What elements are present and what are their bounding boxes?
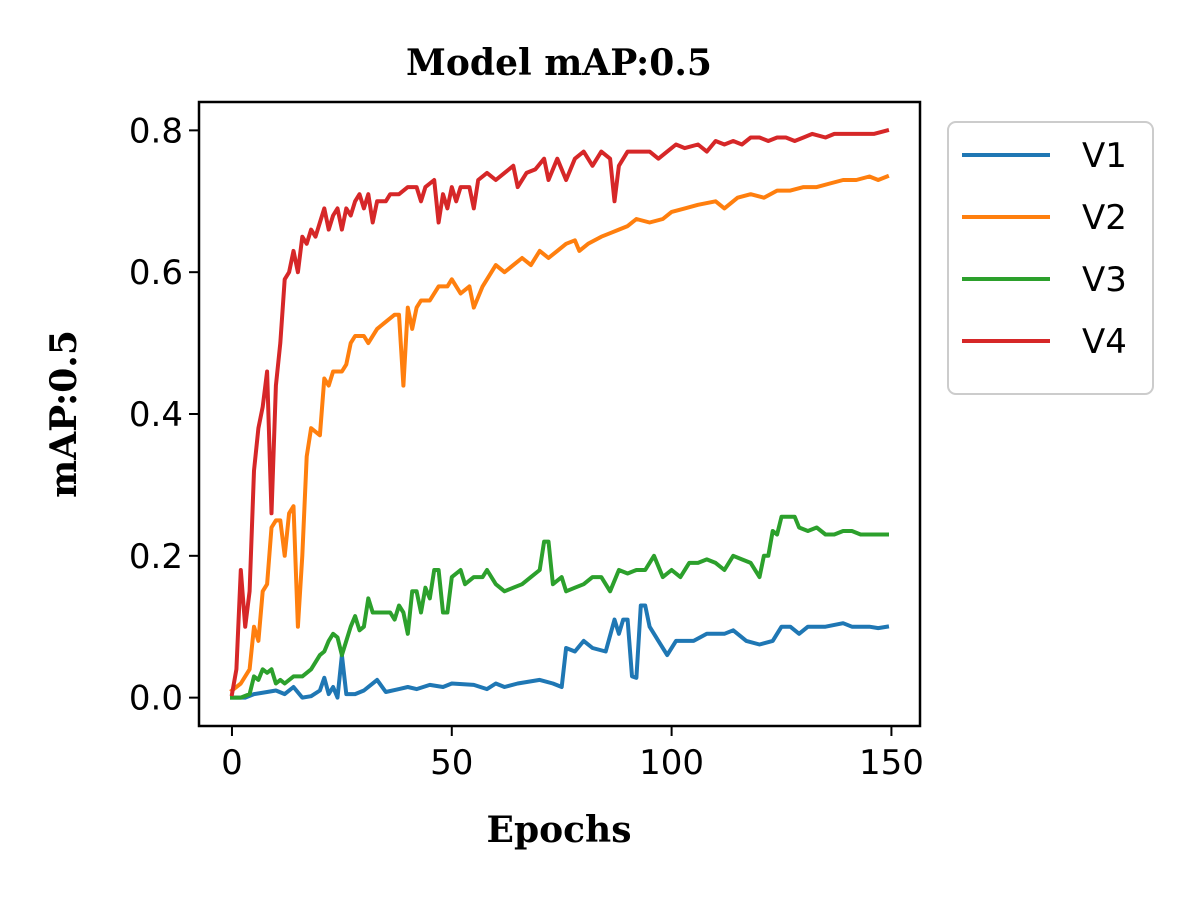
plot-frame — [197, 100, 922, 728]
tick-layer: 0 50 100 150 0.0 0.2 0.4 0.6 0.8 — [129, 111, 924, 783]
series-line-v3 — [230, 514, 889, 700]
y-tick-label: 0.6 — [129, 253, 183, 293]
series-layer — [229, 127, 890, 700]
y-tick-label: 0.8 — [129, 111, 183, 151]
x-tick-label: 50 — [430, 743, 473, 783]
chart-title: Model mAP:0.5 — [406, 42, 712, 84]
series-line-v4 — [229, 127, 890, 697]
series-line-v2 — [229, 173, 890, 694]
y-tick-label: 0.2 — [129, 537, 183, 577]
y-tick-label: 0.4 — [129, 395, 183, 435]
legend-label-v4: V4 — [1082, 322, 1127, 362]
legend-label-v3: V3 — [1082, 260, 1127, 300]
legend-box — [947, 121, 1154, 395]
x-tick-label: 0 — [221, 743, 243, 783]
legend: V1 V2 V3 V4 — [947, 121, 1154, 395]
legend-label-v1: V1 — [1082, 136, 1127, 176]
y-tick-label: 0.0 — [129, 679, 183, 719]
x-tick-label: 100 — [639, 743, 704, 783]
y-axis-label: mAP:0.5 — [43, 330, 85, 498]
x-tick-label: 150 — [859, 743, 924, 783]
x-axis-label: Epochs — [487, 809, 632, 851]
legend-label-v2: V2 — [1082, 198, 1127, 238]
series-line-v1 — [230, 603, 890, 700]
